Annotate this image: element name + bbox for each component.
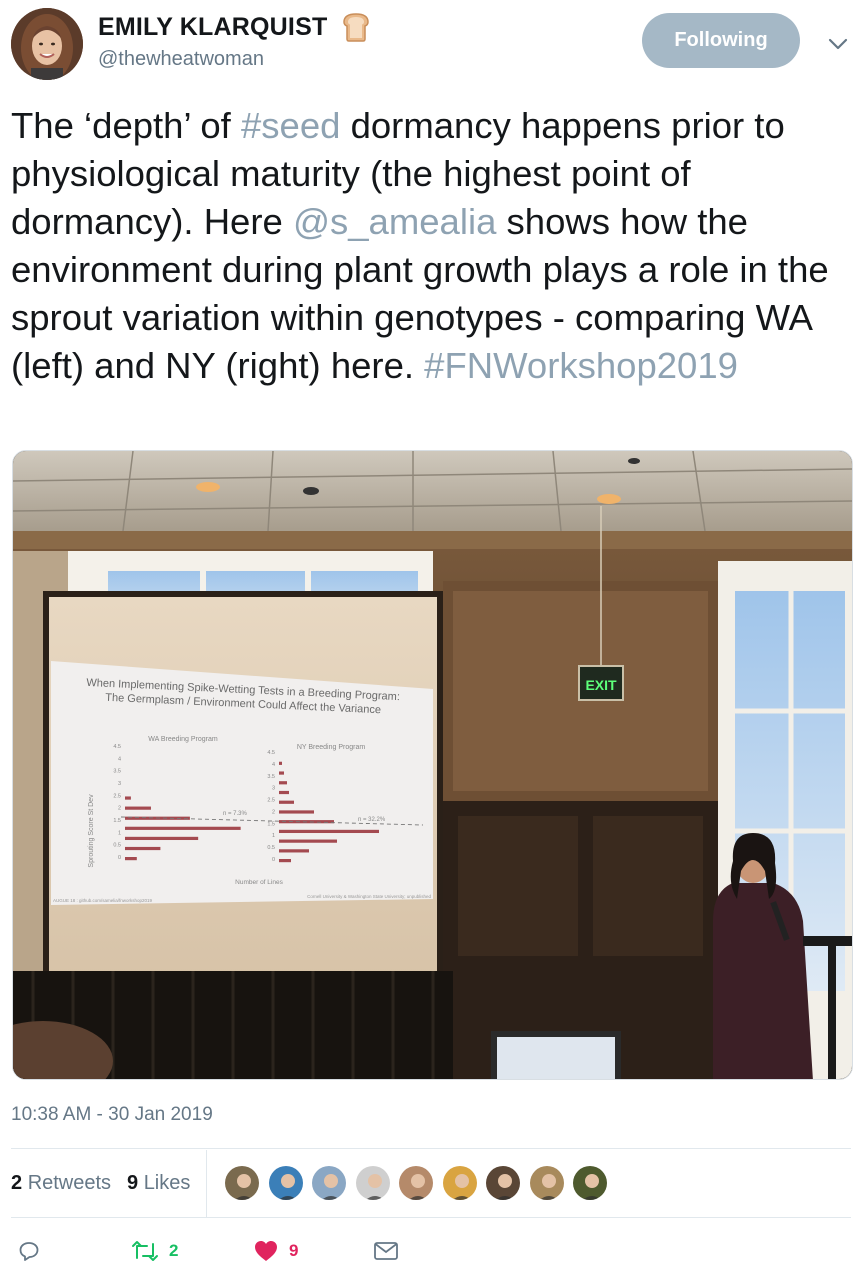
liker-avatar[interactable] [527,1164,566,1202]
envelope-icon [373,1240,399,1262]
right-pct-label: n = 32.2% [358,817,386,823]
y-tick-label: 1 [272,833,275,839]
liker-avatar[interactable] [353,1164,392,1202]
histogram-bar [125,806,151,810]
y-tick-label: 4.5 [267,750,275,756]
heart-icon [253,1239,279,1263]
liker-avatar[interactable] [397,1164,435,1202]
following-button[interactable]: Following [642,13,800,68]
histogram-bar [279,800,294,804]
right-panel-title: NY Breeding Program [297,744,366,751]
tweet-actions: 2 9 [11,1232,851,1270]
left-pct-label: n = 7.3% [223,811,248,817]
tweet-header: EMILY KLARQUIST @thewheatwoman Following [0,0,861,86]
liker-avatar[interactable] [266,1164,305,1202]
liker-avatar[interactable] [223,1164,261,1202]
y-tick-label: 4 [118,756,121,762]
avatar-photo [11,8,83,80]
histogram-bar [279,790,289,795]
y-tick-label: 1.5 [267,821,275,827]
right-y-ticks: 4.5 4 3.5 3 2.5 2 1.5 1 0.5 0 [267,750,275,863]
histogram-bar [125,826,241,830]
slide-footer-right: Cornell University & Washington State Un… [307,894,431,899]
y-tick-label: 4 [272,762,275,768]
left-panel-title: WA Breeding Program [148,736,218,743]
y-tick-label: 1 [118,830,121,836]
hashtag-link[interactable]: #seed [240,105,341,146]
y-tick-label: 1.5 [113,818,121,824]
histogram-bar [279,839,337,843]
likes-label: Likes [143,1172,191,1194]
user-handle[interactable]: @thewheatwoman [98,48,264,70]
avatar[interactable] [11,8,83,80]
divider [11,1148,851,1149]
retweet-icon [131,1239,159,1263]
reply-icon [17,1239,41,1263]
retweet-count: 2 [169,1241,179,1260]
histogram-bar [279,761,282,765]
y-tick-label: 0 [272,857,275,863]
y-tick-label: 3.5 [113,769,121,775]
chevron-down-icon[interactable] [826,32,850,56]
tweet-text-segment: shows how the environment during plant g… [11,201,829,386]
histogram-bar [125,846,161,851]
slide-footer-left: AUGUE 18 : github.com/samelia/fnworkshop… [53,898,153,903]
y-tick-label: 3 [272,786,275,792]
liker-avatar[interactable] [310,1164,348,1202]
y-axis-label: Sprouting Score St Dev [88,794,95,868]
presenter [713,833,852,1079]
exit-sign: EXIT [585,677,617,693]
like-count: 9 [289,1241,299,1260]
y-tick-label: 4.5 [113,744,121,750]
likes-count: 9 [127,1172,139,1194]
tweet-text-segment: dormancy happens prior to physiological … [11,105,785,242]
bread-emoji-icon [340,12,372,42]
y-tick-label: 3 [118,781,121,787]
y-tick-label: 2 [118,806,121,812]
liker-avatar[interactable] [440,1164,479,1202]
y-tick-label: 2.5 [113,793,121,799]
y-tick-label: 0 [118,855,121,861]
divider [11,1217,851,1218]
left-y-ticks: 4.5 4 3.5 3 2.5 2 1.5 1 0.5 0 [113,744,121,861]
y-tick-label: 3.5 [267,774,275,780]
retweets-stat[interactable]: 2 Retweets [11,1172,111,1195]
histogram-bar [279,829,379,834]
histogram-bar [279,859,291,863]
tweet-text-segment: The ‘depth’ of [11,105,241,146]
presentation-photo: EXIT When Implementing Spike-Wetting Tes… [13,451,852,1079]
histogram-bar [125,857,137,861]
tweet-photo[interactable]: EXIT When Implementing Spike-Wetting Tes… [12,450,853,1080]
mention-link[interactable]: @s_amealia [292,201,497,242]
liker-avatar[interactable] [484,1164,522,1202]
like-button[interactable]: 9 [253,1232,298,1270]
stats-divider [206,1150,207,1218]
histogram-bar [125,836,199,841]
engagement-stats: 2 Retweets 9 Likes [11,1150,851,1218]
y-tick-label: 2 [272,809,275,815]
x-axis-label: Number of Lines [235,879,283,886]
retweets-count: 2 [11,1172,23,1194]
y-tick-label: 2.5 [267,798,275,804]
retweets-label: Retweets [27,1172,112,1194]
tweet-text: The ‘depth’ of #seed dormancy happens pr… [11,102,856,390]
retweet-button[interactable]: 2 [131,1232,178,1270]
histogram-bar [279,781,287,785]
histogram-bar [279,771,284,775]
y-tick-label: 0.5 [113,843,121,849]
y-tick-label: 0.5 [267,845,275,851]
hashtag-link[interactable]: #FNWorkshop2019 [424,345,738,386]
reply-button[interactable] [17,1232,41,1270]
histogram-bar [279,810,314,814]
display-name[interactable]: EMILY KLARQUIST [98,13,328,41]
likes-stat[interactable]: 9 Likes [127,1172,190,1195]
histogram-bar [125,796,131,800]
tweet-timestamp[interactable]: 10:38 AM - 30 Jan 2019 [11,1104,213,1125]
liker-avatar[interactable] [571,1164,609,1202]
histogram-bar [279,849,309,853]
direct-message-button[interactable] [373,1232,399,1270]
